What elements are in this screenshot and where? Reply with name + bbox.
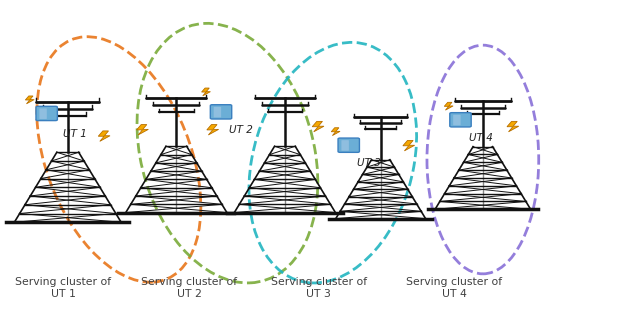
Polygon shape (507, 122, 519, 132)
Polygon shape (202, 88, 211, 96)
FancyBboxPatch shape (338, 138, 360, 152)
Text: UT 1: UT 1 (63, 129, 87, 139)
Polygon shape (332, 128, 340, 136)
FancyBboxPatch shape (214, 107, 221, 117)
Polygon shape (136, 124, 148, 135)
Text: Serving cluster of
UT 3: Serving cluster of UT 3 (271, 277, 367, 299)
Polygon shape (312, 122, 324, 132)
Text: UT 4: UT 4 (468, 133, 493, 144)
Polygon shape (99, 131, 110, 141)
Polygon shape (444, 102, 453, 110)
Polygon shape (403, 140, 415, 151)
FancyBboxPatch shape (450, 113, 471, 127)
Polygon shape (207, 124, 219, 135)
FancyBboxPatch shape (453, 115, 461, 125)
FancyBboxPatch shape (211, 105, 232, 119)
FancyBboxPatch shape (40, 108, 47, 119)
Text: UT 2: UT 2 (229, 125, 253, 135)
Text: Serving cluster of
UT 1: Serving cluster of UT 1 (15, 277, 111, 299)
Text: Serving cluster of
UT 2: Serving cluster of UT 2 (141, 277, 237, 299)
Text: UT 3: UT 3 (357, 158, 381, 168)
Polygon shape (26, 96, 34, 104)
FancyBboxPatch shape (341, 140, 349, 151)
Text: Serving cluster of
UT 4: Serving cluster of UT 4 (406, 277, 502, 299)
FancyBboxPatch shape (36, 106, 58, 121)
